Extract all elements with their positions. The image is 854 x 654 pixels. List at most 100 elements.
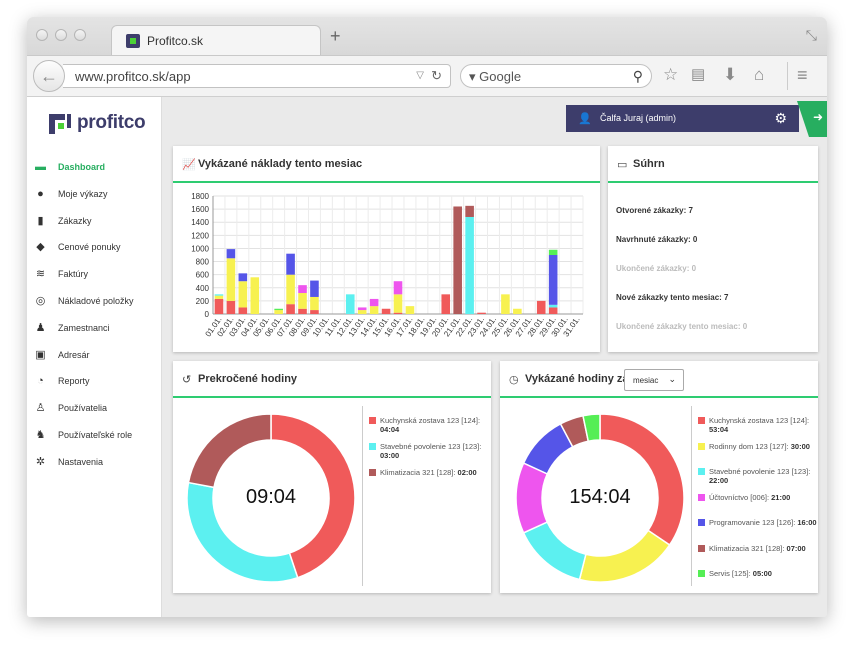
donut-slice[interactable] <box>187 413 272 489</box>
reload-icon[interactable]: ↻ <box>431 68 442 83</box>
bar-segment[interactable] <box>310 296 319 311</box>
search-bar[interactable]: ▾ Google ⚲ <box>460 64 652 88</box>
users-gear-icon: ♞ <box>35 429 46 441</box>
bar-segment[interactable] <box>477 312 486 314</box>
bar-segment[interactable] <box>286 274 295 305</box>
bar-segment[interactable] <box>393 312 403 314</box>
menu-icon[interactable]: ≡ <box>797 65 808 85</box>
download-icon[interactable]: ⬇ <box>723 65 738 84</box>
bar-segment[interactable] <box>310 310 319 314</box>
bar-segment[interactable] <box>286 304 295 314</box>
sidebar-item-8[interactable]: ▣ Adresár <box>27 343 162 369</box>
bar-segment[interactable] <box>548 307 558 314</box>
address-bar[interactable]: www.profitco.sk/app ▽ ↻ <box>63 64 451 88</box>
bar-segment[interactable] <box>310 280 319 297</box>
settings-gear-icon[interactable]: ⚙ <box>774 110 787 126</box>
bar-segment[interactable] <box>345 294 355 314</box>
search-icon[interactable]: ⚲ <box>632 68 643 84</box>
bar-segment[interactable] <box>214 298 224 314</box>
bar-segment[interactable] <box>453 206 462 314</box>
donut-slice[interactable] <box>582 413 601 443</box>
bar-segment[interactable] <box>548 304 558 308</box>
overtime-card: ↺ Prekročené hodiny 09:04 Kuchynská zost… <box>173 361 491 593</box>
bar-segment[interactable] <box>226 258 236 301</box>
sidebar-item-9[interactable]: ◔ Reporty <box>27 369 162 395</box>
summary-line: Nové zákazky tento mesiac: 7 <box>616 293 729 302</box>
logout-button[interactable]: ➜ <box>797 101 827 137</box>
bar-segment[interactable] <box>238 273 248 282</box>
donut-slice[interactable] <box>578 529 671 583</box>
bar-segment[interactable] <box>548 249 558 255</box>
bar-segment[interactable] <box>465 216 474 314</box>
bookmark-star-icon[interactable]: ☆ <box>663 65 679 84</box>
back-button[interactable]: ← <box>33 60 65 92</box>
bar-segment[interactable] <box>536 300 546 314</box>
minimize-window-button[interactable] <box>55 29 67 41</box>
bar-segment[interactable] <box>298 308 307 314</box>
favicon-icon <box>126 34 140 48</box>
bar-segment[interactable] <box>501 294 510 314</box>
logo-mark-icon <box>49 114 71 134</box>
bar-segment[interactable] <box>381 308 391 314</box>
users-icon: ♟ <box>35 321 46 334</box>
y-tick-label: 600 <box>196 271 210 280</box>
donut-slice[interactable] <box>270 413 356 579</box>
legend-swatch <box>698 493 705 501</box>
bar-segment[interactable] <box>274 310 283 314</box>
home-icon[interactable]: ⌂ <box>754 65 765 84</box>
donut-slice[interactable] <box>522 521 587 581</box>
sidebar-item-3[interactable]: ▮ Zákazky <box>27 209 162 235</box>
bar-segment[interactable] <box>465 205 474 217</box>
close-window-button[interactable] <box>36 29 48 41</box>
legend-text: Klimatizacia 321 [128]: <box>380 468 458 477</box>
sidebar-item-1[interactable]: ▬ Dashboard <box>27 155 162 181</box>
bar-segment[interactable] <box>214 294 224 296</box>
legend-label: Programovanie 123 [126]: 16:00 <box>709 518 817 527</box>
new-tab-button[interactable]: + <box>330 26 341 46</box>
tab-bar: Profitco.sk + ⤡ <box>27 17 827 56</box>
bar-segment[interactable] <box>369 306 379 314</box>
browser-toolbar: www.profitco.sk/app ▽ ↻ ← ▾ Google ⚲ ☆ ▤… <box>27 55 827 97</box>
maximize-window-button[interactable] <box>74 29 86 41</box>
bar-segment[interactable] <box>393 294 403 313</box>
sidebar-item-6[interactable]: ◎ Nákladové položky <box>27 289 162 315</box>
summary-line: Ukončené zákazky: 0 <box>616 264 697 273</box>
bar-segment[interactable] <box>513 308 522 314</box>
fullscreen-icon[interactable]: ⤡ <box>805 27 817 43</box>
bar-segment[interactable] <box>393 281 403 295</box>
sidebar-item-7[interactable]: ♟ Zamestnanci <box>27 316 162 342</box>
overtime-legend: Kuchynská zostava 123 [124]: 04:04 Staveb… <box>362 406 487 586</box>
layers-icon: ≋ <box>35 268 46 281</box>
search-engine-label: ▾ Google <box>469 69 522 84</box>
bar-segment[interactable] <box>298 285 307 294</box>
bar-segment[interactable] <box>548 255 558 305</box>
bar-segment[interactable] <box>226 249 236 259</box>
bar-segment[interactable] <box>357 307 367 311</box>
bar-segment[interactable] <box>441 294 451 314</box>
bar-segment[interactable] <box>298 293 307 309</box>
donut-slice[interactable] <box>599 413 685 547</box>
y-tick-label: 200 <box>196 297 210 306</box>
bar-segment[interactable] <box>405 306 415 314</box>
legend-swatch <box>698 519 705 526</box>
sidebar-item-2[interactable]: ● Moje výkazy <box>27 182 162 208</box>
url-dropdown-icon[interactable]: ▽ <box>416 70 424 81</box>
bar-segment[interactable] <box>238 281 248 308</box>
reading-list-icon[interactable]: ▤ <box>691 66 706 83</box>
bar-segment[interactable] <box>226 300 236 314</box>
browser-tab[interactable]: Profitco.sk <box>111 25 321 56</box>
bar-segment[interactable] <box>250 277 260 314</box>
bar-segment[interactable] <box>274 308 283 311</box>
sidebar-item-10[interactable]: ♙ Používatelia <box>27 396 162 422</box>
period-select[interactable]: mesiac ⌄ <box>624 369 684 391</box>
user-name[interactable]: Čalfa Juraj (admin) <box>600 113 677 123</box>
sidebar-item-5[interactable]: ≋ Faktúry <box>27 262 162 288</box>
bar-segment[interactable] <box>369 298 379 307</box>
bar-segment[interactable] <box>238 307 248 314</box>
bar-segment[interactable] <box>286 253 295 275</box>
sidebar-item-4[interactable]: ◆ Cenové ponuky <box>27 235 162 261</box>
sidebar-item-11[interactable]: ♞ Používateľské role <box>27 423 162 449</box>
bar-segment[interactable] <box>357 310 367 314</box>
bar-segment[interactable] <box>214 295 224 299</box>
sidebar-item-12[interactable]: ✲ Nastavenia <box>27 450 162 476</box>
